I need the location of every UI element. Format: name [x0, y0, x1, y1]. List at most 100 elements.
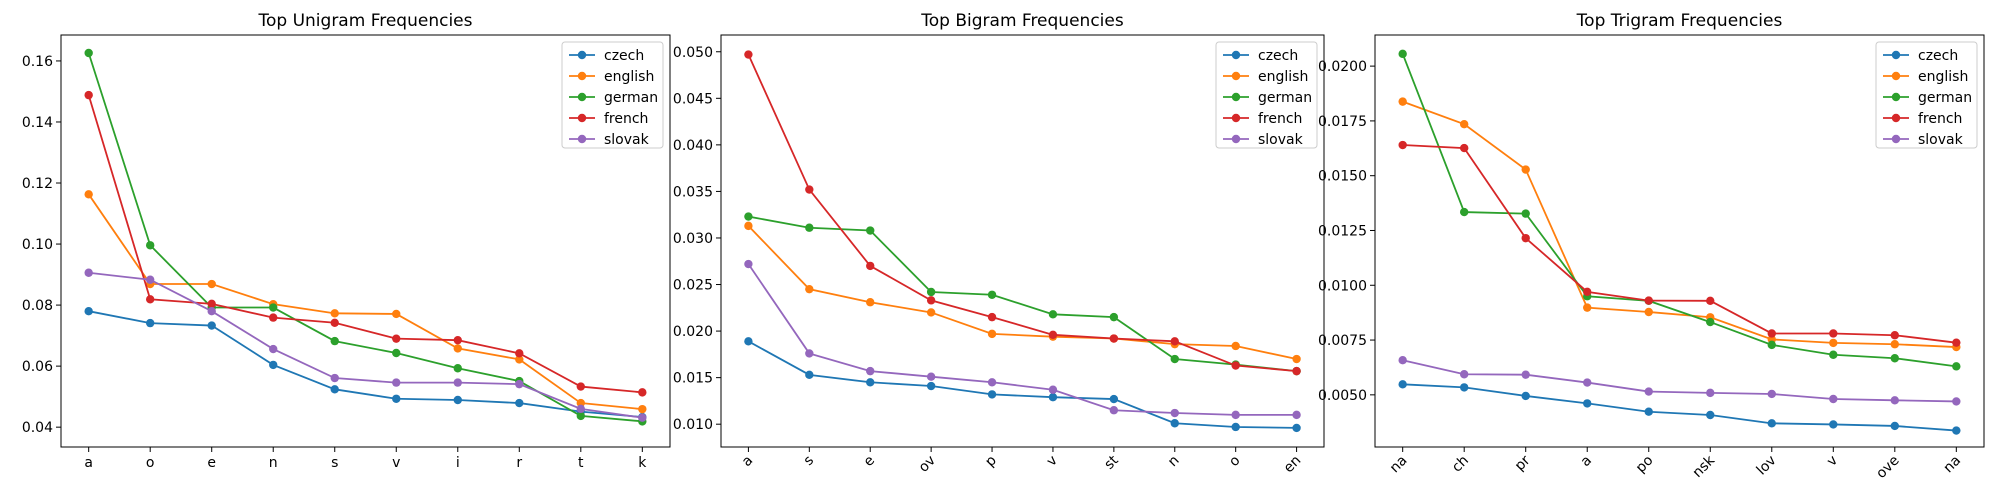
data-point-french	[453, 335, 462, 345]
series-line-english	[87, 193, 643, 411]
data-point-french	[987, 312, 997, 322]
x-tick-label: ov	[916, 453, 939, 476]
data-point-czech	[1767, 419, 1776, 428]
y-tick-label: 0.035	[673, 184, 713, 200]
data-point-german	[1398, 49, 1407, 59]
legend: czech english german french slovak	[561, 41, 664, 149]
legend-marker-slovak	[1231, 134, 1241, 144]
data-point-english	[84, 190, 93, 199]
data-point-english	[638, 404, 647, 414]
legend-label-french: french	[604, 111, 648, 127]
x-tick-label: k	[638, 455, 647, 471]
y-tick-label: 0.04	[22, 420, 53, 436]
data-point-french	[1109, 334, 1119, 343]
data-point-czech	[1644, 407, 1653, 416]
y-tick-label: 0.050	[673, 45, 713, 61]
y-tick-label: 0.010	[673, 417, 713, 433]
x-tick-label: t	[578, 455, 584, 471]
legend: czech english german french slovak	[1215, 41, 1318, 149]
legend-marker-czech	[1231, 50, 1241, 60]
chart-title: Top Trigram Frequencies	[1576, 11, 1783, 31]
data-point-french	[1292, 366, 1301, 376]
data-point-czech	[744, 337, 753, 346]
legend-box	[1215, 41, 1318, 149]
data-point-czech	[1583, 399, 1592, 408]
chart-panel-2: Top Bigram Frequencies 0.010 0.015 0.020 0.0…	[673, 11, 1325, 476]
legend-label-french: french	[1918, 111, 1962, 127]
axes-frame	[60, 34, 671, 448]
data-point-czech	[1890, 421, 1900, 431]
y-tick-label: 0.10	[22, 237, 53, 253]
data-point-french	[515, 349, 524, 358]
legend-marker-german	[1891, 92, 1901, 102]
data-point-slovak	[866, 366, 875, 376]
data-point-slovak	[1952, 397, 1961, 406]
legend-label-german: german	[1918, 90, 1972, 106]
x-tick-label: o	[1226, 453, 1243, 470]
data-point-slovak	[744, 259, 753, 269]
x-tick-label: na	[1387, 453, 1411, 477]
legend-label-slovak: slovak	[1918, 132, 1964, 148]
legend-label-czech: czech	[604, 48, 644, 64]
legend-marker-english	[1231, 71, 1241, 81]
data-point-german	[330, 336, 339, 346]
data-point-slovak	[1048, 385, 1058, 394]
y-tick-label: 0.045	[673, 91, 713, 107]
series-line-german	[1401, 53, 1957, 368]
data-point-czech	[84, 306, 93, 316]
data-point-slovak	[515, 379, 524, 389]
x-tick-label: o	[146, 455, 155, 471]
x-tick-label: v	[392, 455, 400, 471]
series-line-slovak	[88, 271, 643, 419]
x-tick-label: st	[1101, 452, 1122, 473]
legend-marker-czech	[577, 50, 587, 60]
data-point-german	[392, 348, 401, 358]
x-tick-label: e	[207, 455, 216, 471]
legend-marker-german	[577, 92, 587, 102]
data-point-german	[145, 241, 155, 250]
data-point-french	[392, 334, 401, 343]
data-point-english	[926, 308, 936, 317]
legend-marker-english	[577, 71, 587, 81]
legend-box	[561, 41, 664, 149]
data-point-slovak	[453, 378, 462, 387]
series-line-english	[747, 225, 1297, 360]
y-tick-label: 0.030	[673, 231, 713, 247]
data-point-german	[926, 287, 936, 297]
data-point-german	[1767, 340, 1776, 350]
data-point-english	[744, 221, 753, 231]
data-point-czech	[515, 398, 524, 408]
data-point-slovak	[1829, 394, 1838, 404]
data-point-french	[1890, 331, 1900, 340]
axes-frame	[720, 34, 1325, 448]
legend-label-english: english	[1918, 69, 1968, 85]
data-point-french	[805, 185, 814, 194]
legend-marker-slovak	[577, 134, 587, 144]
legend-label-slovak: slovak	[1258, 132, 1304, 148]
x-tick-label: n	[1165, 453, 1183, 471]
legend-marker-czech	[1891, 50, 1901, 60]
data-point-czech	[926, 381, 936, 391]
data-point-english	[330, 309, 339, 318]
data-point-german	[269, 303, 278, 312]
legend-marker-french	[577, 113, 587, 123]
data-point-french	[1231, 361, 1240, 370]
data-point-german	[1109, 312, 1119, 322]
data-point-french	[1644, 296, 1653, 305]
data-point-german	[1170, 354, 1179, 364]
data-point-slovak	[638, 413, 647, 422]
y-tick-label: 0.16	[22, 54, 53, 70]
data-point-slovak	[1767, 389, 1776, 399]
data-point-german	[1521, 209, 1530, 218]
x-tick-label: v	[1044, 453, 1061, 470]
series-line-french	[87, 94, 643, 394]
data-point-czech	[330, 385, 339, 394]
x-tick-label: pr	[1512, 452, 1534, 474]
data-point-czech	[269, 360, 278, 370]
data-point-english	[1644, 307, 1653, 317]
data-point-slovak	[269, 344, 278, 354]
data-point-french	[269, 313, 278, 322]
legend-label-czech: czech	[1258, 48, 1298, 64]
data-point-german	[866, 226, 875, 235]
x-tick-label: v	[1824, 453, 1841, 470]
